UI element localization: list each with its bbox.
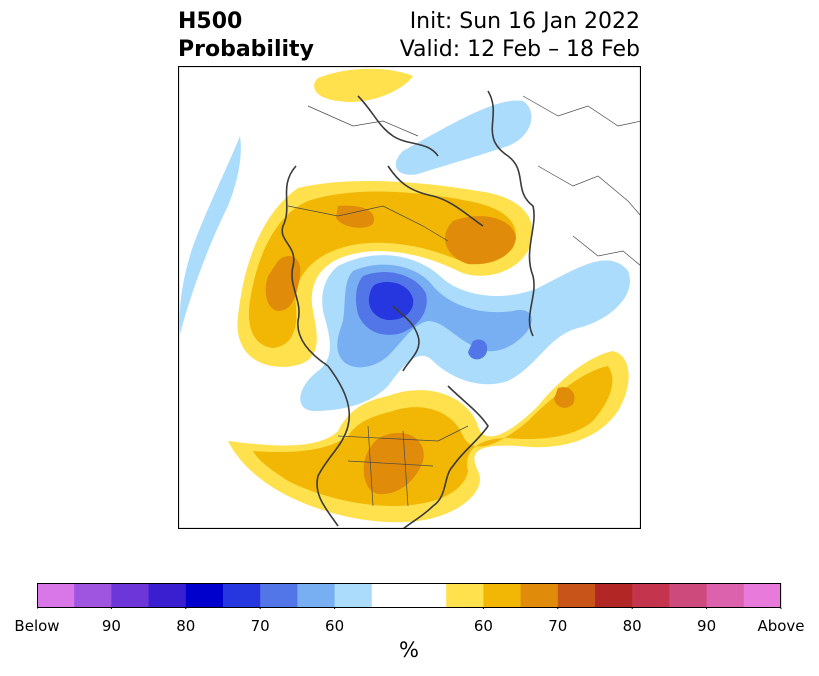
- title-variable: H500: [178, 9, 243, 34]
- colorbar-segment: [371, 583, 410, 608]
- colorbar-tick-label: 80: [622, 617, 642, 635]
- title-init-date: Init: Sun 16 Jan 2022: [409, 9, 640, 34]
- colorbar-unit-label: %: [399, 638, 419, 662]
- colorbar-segment: [446, 583, 484, 608]
- colorbar-segment: [111, 583, 149, 608]
- probability-colorbar: [37, 583, 782, 609]
- colorbar-segment: [260, 583, 298, 608]
- colorbar-segment: [483, 583, 521, 608]
- colorbar-segment: [334, 583, 373, 608]
- title-subtitle: Probability: [178, 37, 314, 62]
- map-title-left: H500 Probability: [178, 8, 314, 64]
- colorbar-tick-label: 70: [548, 617, 568, 635]
- colorbar-tick-label: 90: [101, 617, 121, 635]
- colorbar-tick-label: 80: [176, 617, 196, 635]
- colorbar-segment: [297, 583, 335, 608]
- colorbar-segment: [557, 583, 596, 608]
- colorbar-segment: [595, 583, 633, 608]
- colorbar-segment: [185, 583, 224, 608]
- colorbar-segment: [148, 583, 187, 608]
- colorbar-tick-label: 60: [473, 617, 493, 635]
- coastline-overlay: [281, 90, 535, 529]
- colorbar-tick-label: Above: [757, 617, 805, 635]
- colorbar-tick-label: 70: [250, 617, 270, 635]
- colorbar-tick-label: 60: [325, 617, 345, 635]
- title-valid-range: Valid: 12 Feb – 18 Feb: [399, 37, 640, 62]
- colorbar-segment: [632, 583, 670, 608]
- colorbar-segment: [520, 583, 559, 608]
- colorbar-segment: [223, 583, 261, 608]
- colorbar-segment: [706, 583, 745, 608]
- colorbar-tick-label: 90: [697, 617, 717, 635]
- colorbar-segment: [74, 583, 112, 608]
- map-title-right: Init: Sun 16 Jan 2022 Valid: 12 Feb – 18…: [400, 8, 640, 64]
- colorbar-segment: [37, 583, 75, 608]
- below-normal-75-region: [368, 281, 414, 321]
- polar-probability-map: [178, 66, 641, 529]
- colorbar-segment: [669, 583, 707, 608]
- colorbar-tick-label: Below: [14, 617, 60, 635]
- colorbar-segment: [743, 583, 782, 608]
- colorbar-segment: [409, 583, 447, 608]
- country-borders-overlay: [287, 95, 641, 507]
